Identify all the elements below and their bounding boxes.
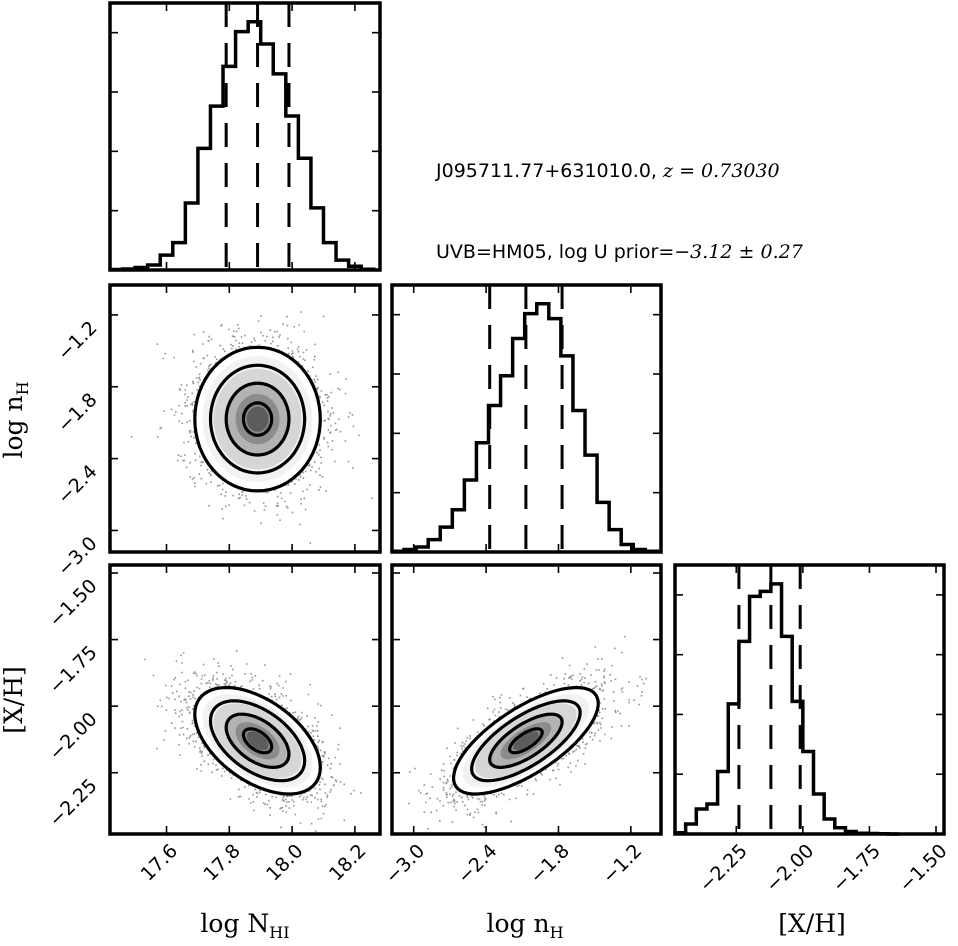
histogram-1 (390, 285, 660, 554)
contour-line (224, 381, 291, 457)
y-tick-label: −2.00 (45, 708, 102, 765)
joint-panel-0 (130, 311, 373, 544)
x-tick-label: 17.6 (137, 840, 182, 885)
x-tick-label: 18.0 (262, 840, 307, 885)
x-tick-label: −3.0 (381, 840, 429, 888)
histogram-step-line (108, 19, 376, 272)
contour-line (224, 712, 291, 770)
x-tick-label: 18.2 (325, 840, 370, 885)
contour-line (208, 363, 307, 475)
x-tick-label: −2.25 (695, 840, 752, 897)
annotation-line-1: J095711.77+631010.0, z = 0.73030 (436, 160, 780, 182)
contour-line (241, 727, 274, 755)
y-tick-label: −1.8 (53, 389, 101, 437)
contour-line (452, 686, 600, 796)
x-tick-label: −1.8 (526, 840, 574, 888)
x-axis-label-xh: [X/H] (778, 909, 846, 938)
joint-panel-2 (408, 635, 647, 830)
contour-line (508, 727, 544, 755)
density-level (513, 731, 539, 751)
density-level (246, 731, 269, 751)
x-tick-label: −1.2 (598, 840, 646, 888)
scatter-points (408, 635, 647, 830)
annotation-line-2: UVB=HM05, log U prior=−3.12 ± 0.27 (436, 241, 803, 263)
histogram-frame-1 (390, 283, 663, 554)
y-tick-label: −1.75 (45, 642, 102, 699)
x-tick-label: −2.00 (762, 840, 819, 897)
histogram-step-line (673, 582, 899, 836)
contour-line (488, 712, 564, 769)
y-axis-label-xh: [X/H] (0, 666, 28, 734)
x-axis-label-nh: log nH (486, 909, 563, 942)
y-tick-label: −2.4 (53, 461, 101, 509)
joint-frame-1 (108, 563, 382, 836)
histogram-0 (108, 3, 376, 272)
histogram-frame-2 (673, 563, 946, 836)
joint-frame-2 (390, 563, 663, 836)
x-axis-label-nhi: log NHI (200, 909, 289, 942)
y-tick-label: −3.0 (53, 532, 101, 580)
x-tick-label: −1.75 (828, 840, 885, 897)
histogram-frame-0 (108, 1, 382, 272)
object-annotation: J095711.77+631010.0, z = 0.73030 UVB=HM0… (436, 104, 803, 293)
y-tick-label: −1.50 (45, 575, 102, 632)
histogram-2 (673, 565, 899, 836)
x-tick-label: −1.50 (895, 840, 952, 897)
density-level (246, 406, 269, 432)
y-tick-label: −1.2 (53, 317, 101, 365)
y-tick-label: −2.25 (45, 775, 102, 832)
contour-line (193, 685, 322, 796)
joint-frame-0 (108, 283, 382, 554)
y-axis-label-nh: log nH (0, 381, 32, 458)
joint-panel-1 (144, 650, 362, 832)
contour-line (208, 699, 307, 783)
contour-line (470, 699, 582, 783)
x-tick-label: −2.4 (453, 840, 501, 888)
contour-line (193, 345, 322, 493)
contour-line (241, 401, 274, 437)
x-tick-label: 17.8 (199, 840, 244, 885)
